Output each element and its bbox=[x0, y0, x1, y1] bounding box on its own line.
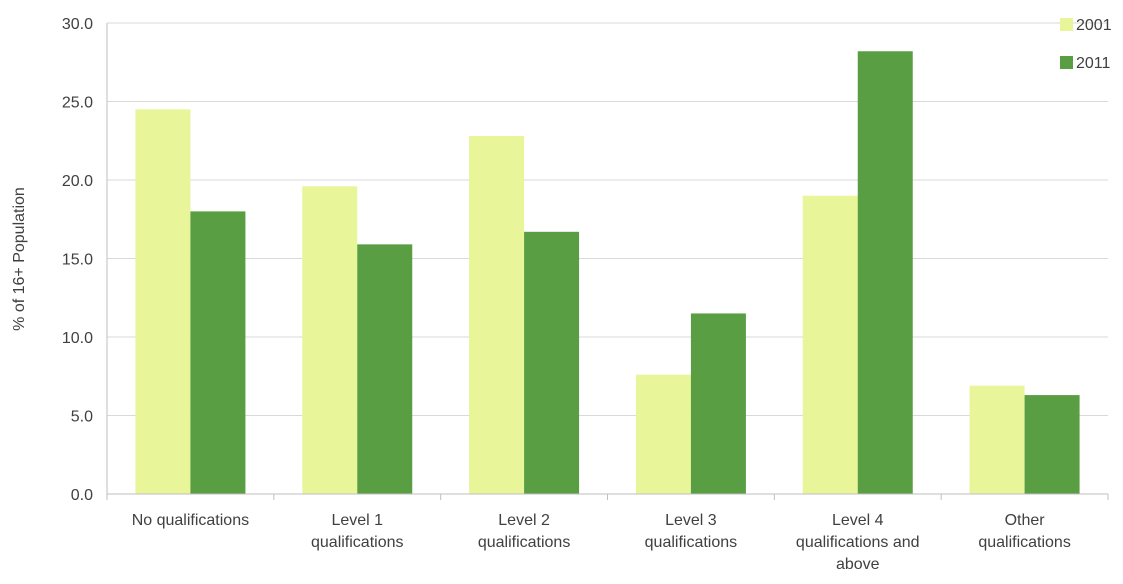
bars bbox=[135, 51, 1080, 495]
x-category-label: Level 3 bbox=[665, 512, 717, 529]
bar-2001-5 bbox=[969, 385, 1025, 494]
x-category-label: qualifications bbox=[311, 534, 404, 551]
x-category-label: Other bbox=[1005, 512, 1046, 529]
bar-2011-0 bbox=[190, 211, 246, 494]
legend-label-2011: 2011 bbox=[1076, 55, 1111, 72]
x-category-label: No qualifications bbox=[132, 512, 249, 529]
y-tick-label: 15.0 bbox=[62, 252, 93, 269]
y-tick-label: 30.0 bbox=[62, 16, 93, 33]
x-category-label: Level 1 bbox=[331, 512, 383, 529]
bar-2001-2 bbox=[469, 136, 525, 495]
legend: 2001 2011 bbox=[1060, 17, 1112, 72]
bar-2011-4 bbox=[857, 51, 913, 494]
y-axis-title: % of 16+ Population bbox=[11, 187, 28, 331]
x-category-label: qualifications and bbox=[796, 534, 920, 551]
bar-2011-1 bbox=[357, 244, 413, 494]
x-category-label: Level 2 bbox=[498, 512, 550, 529]
bar-2011-2 bbox=[524, 231, 580, 494]
bar-2011-3 bbox=[690, 313, 746, 494]
legend-label-2001: 2001 bbox=[1076, 17, 1112, 34]
x-category-label: qualifications bbox=[978, 534, 1071, 551]
bar-2001-0 bbox=[135, 109, 191, 494]
y-tick-labels: 0.0 5.0 10.0 15.0 20.0 25.0 30.0 bbox=[62, 16, 93, 504]
y-tick-label: 0.0 bbox=[71, 487, 93, 504]
bar-2001-3 bbox=[635, 374, 691, 494]
y-tick-label: 20.0 bbox=[62, 173, 93, 190]
y-tick-label: 25.0 bbox=[62, 95, 93, 112]
y-tick-label: 10.0 bbox=[62, 330, 93, 347]
x-category-label: above bbox=[836, 556, 880, 573]
x-category-label: qualifications bbox=[478, 534, 571, 551]
x-category-labels: No qualifications Level 1 qualifications Le… bbox=[132, 512, 1071, 573]
y-tick-label: 5.0 bbox=[71, 409, 93, 426]
legend-swatch-2011 bbox=[1060, 56, 1073, 69]
gridlines bbox=[107, 22, 1108, 416]
x-category-label: Level 4 bbox=[832, 512, 884, 529]
bar-2011-5 bbox=[1024, 395, 1080, 494]
bar-2001-4 bbox=[802, 195, 858, 494]
legend-swatch-2001 bbox=[1060, 18, 1073, 31]
x-category-label: qualifications bbox=[645, 534, 738, 551]
bar-2001-1 bbox=[302, 186, 358, 494]
axes bbox=[106, 23, 1109, 500]
